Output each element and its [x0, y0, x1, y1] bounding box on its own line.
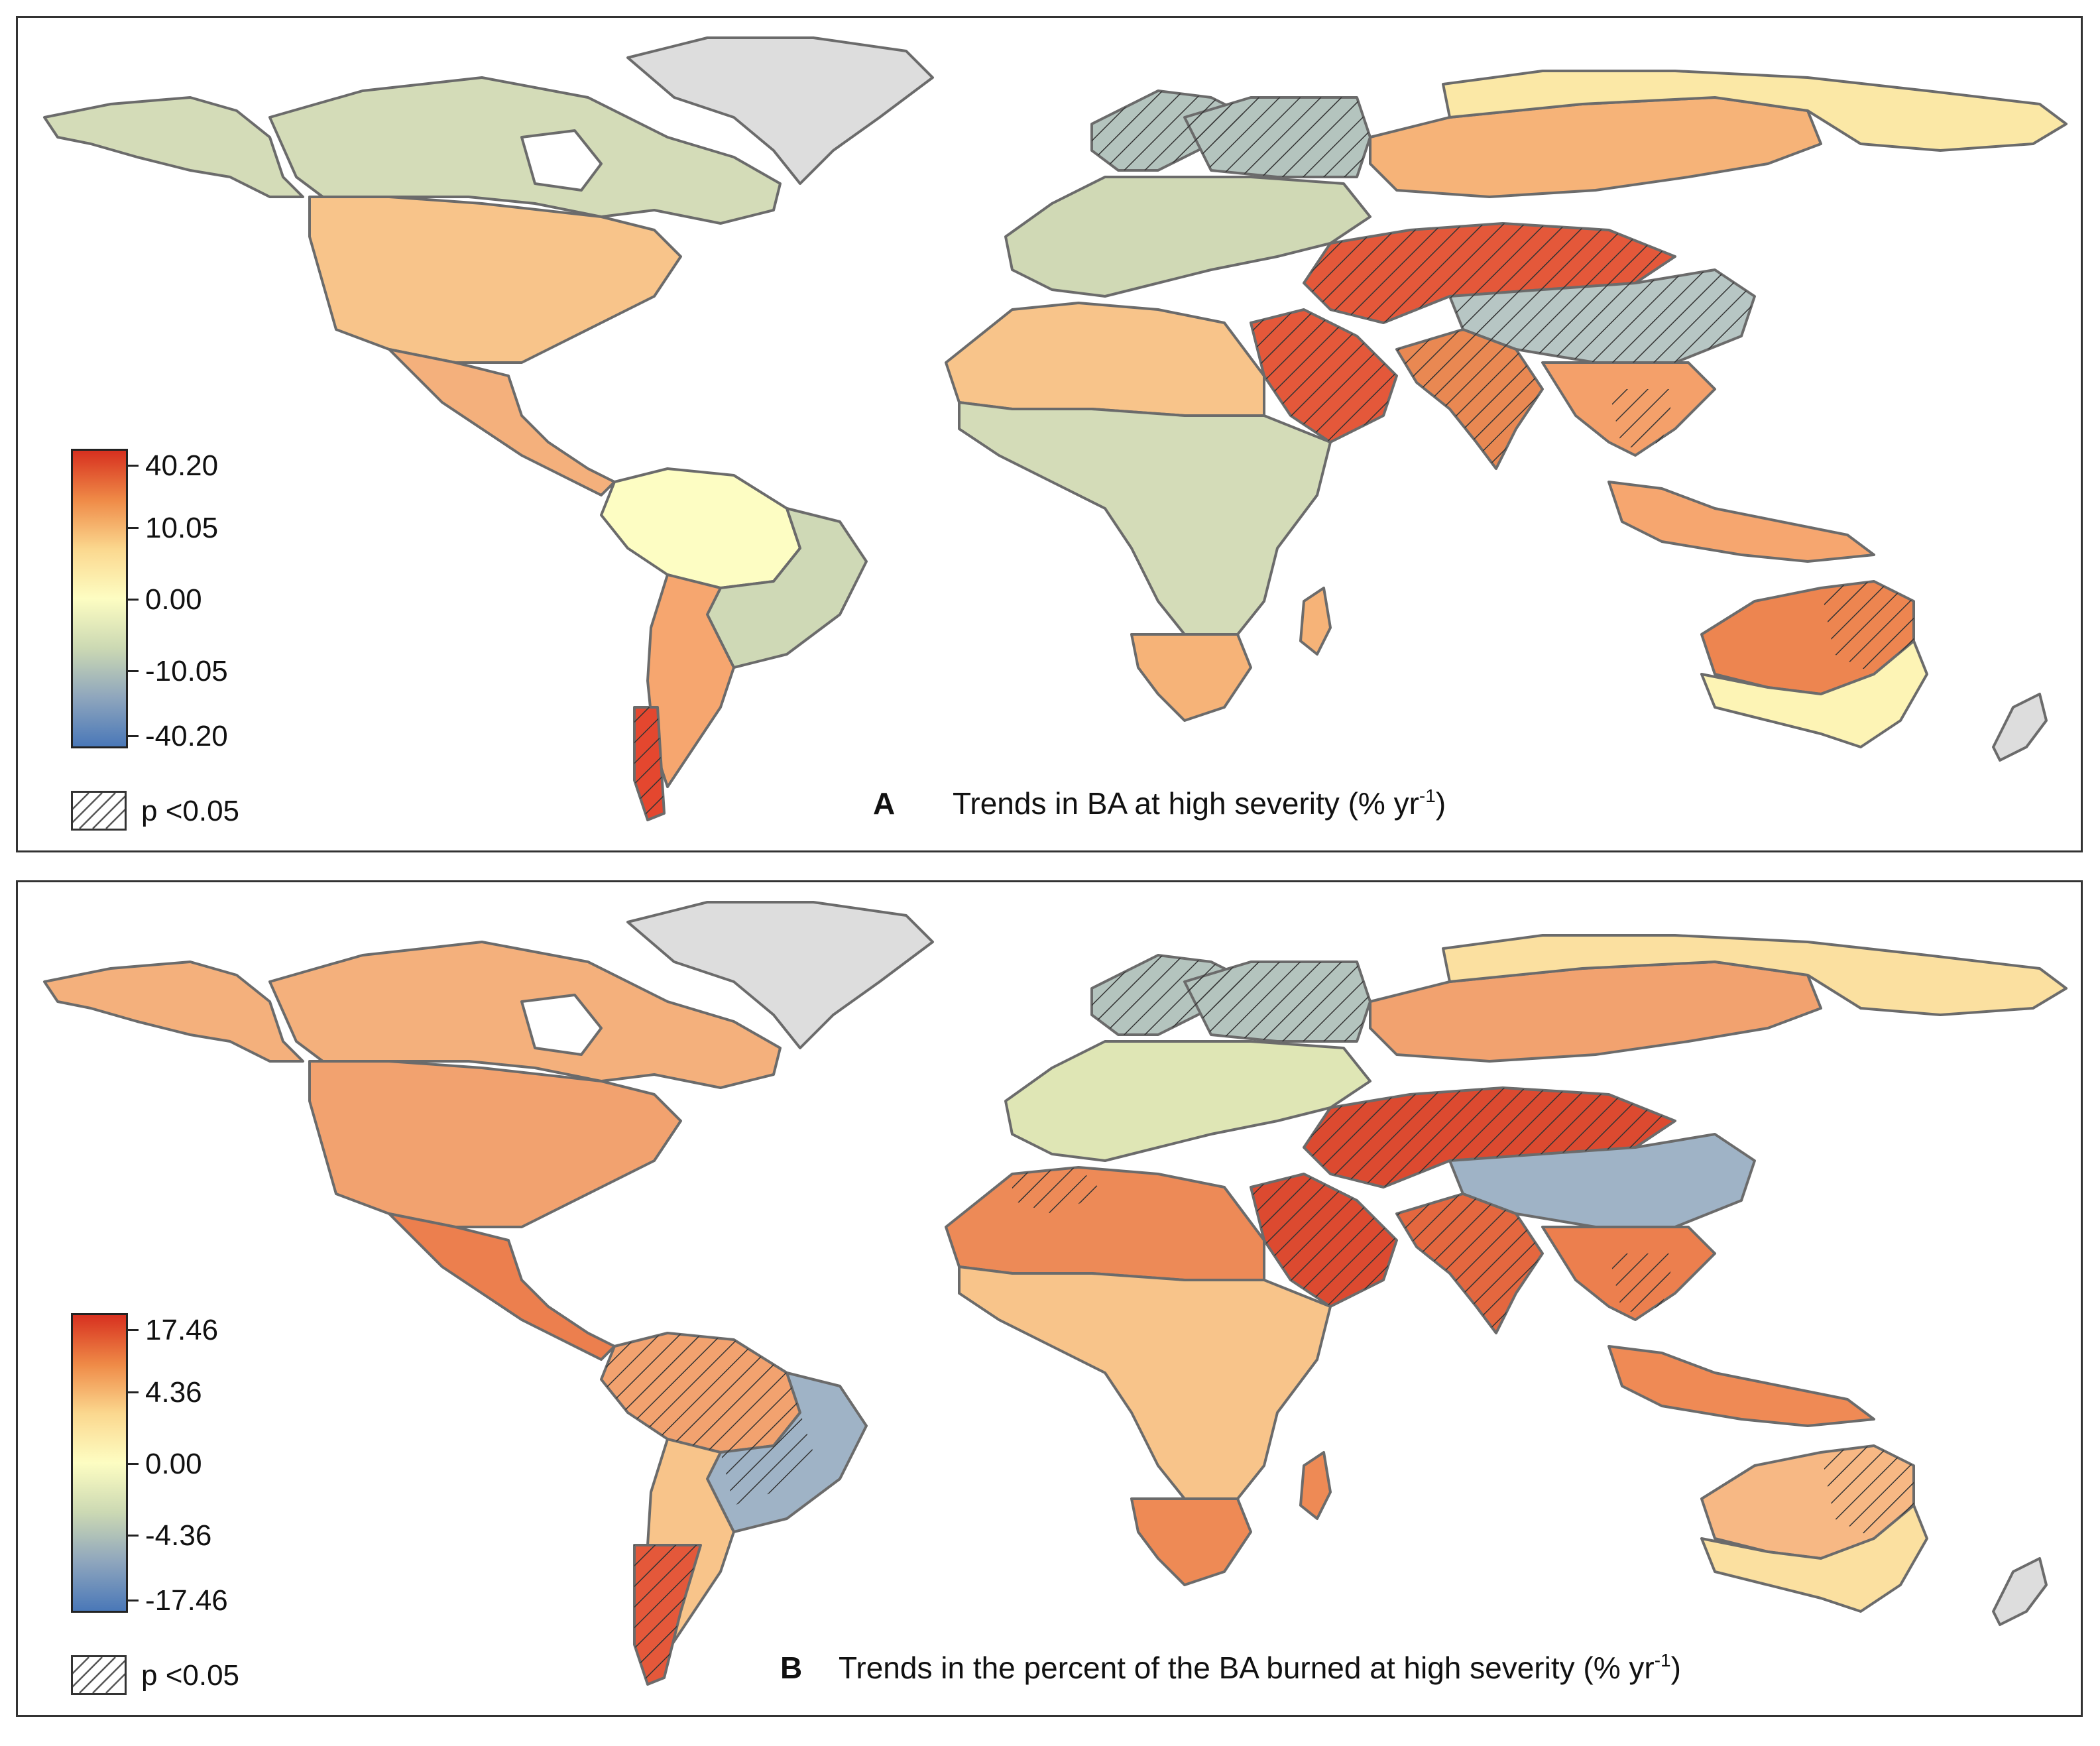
- region-sa-south: [646, 573, 735, 788]
- world-map-a: [43, 36, 2068, 821]
- colorbar-tick-label: 0.00: [145, 583, 202, 616]
- region-greenland: [626, 901, 934, 1049]
- tick-mark: [128, 670, 139, 672]
- region-madagascar: [1299, 1451, 1332, 1520]
- panel-letter: B: [780, 1651, 803, 1685]
- region-central-africa: [958, 1265, 1332, 1500]
- hudson-bay: [520, 129, 603, 192]
- panel-title: Trends in the percent of the BA burned a…: [839, 1650, 1681, 1685]
- tick-mark: [128, 1391, 139, 1393]
- colorbar-tick-label: -40.20: [145, 720, 228, 752]
- region-alaska: [43, 96, 304, 198]
- significance-label: p <0.05: [141, 1659, 240, 1692]
- significance-hatch-b: [601, 955, 1914, 1684]
- colorbar-tick-label: -17.46: [145, 1584, 228, 1617]
- tick-mark: [128, 1329, 139, 1331]
- significance-swatch-b: [52, 1655, 143, 1695]
- region-indonesia: [1607, 1345, 1875, 1427]
- region-southern-africa: [1130, 1497, 1252, 1586]
- significance-label: p <0.05: [141, 795, 240, 827]
- world-map-b: [43, 901, 2068, 1686]
- tick-mark: [128, 465, 139, 467]
- region-siberia: [1369, 96, 1822, 198]
- colorbar-b: [71, 1313, 128, 1613]
- panel-b: 17.46 4.36 0.00 -4.36 -17.46 p <0.05 B T…: [16, 880, 2083, 1717]
- region-new-zealand: [1992, 693, 2048, 762]
- tick-mark: [128, 1463, 139, 1465]
- colorbar-tick-label: 4.36: [145, 1376, 202, 1409]
- significance-hatch-a: [634, 91, 1914, 820]
- tick-mark: [128, 1600, 139, 1601]
- region-central-africa: [958, 401, 1332, 636]
- region-mexico: [388, 1212, 616, 1361]
- region-southern-africa: [1130, 633, 1252, 722]
- region-sahara: [945, 1166, 1265, 1281]
- colorbar-tick-label: -4.36: [145, 1519, 212, 1552]
- tick-mark: [128, 527, 139, 529]
- colorbar-a: [71, 449, 128, 748]
- significance-swatch-a: [52, 791, 143, 831]
- tick-mark: [128, 735, 139, 737]
- tick-mark: [128, 1535, 139, 1537]
- panel-letter: A: [873, 786, 896, 821]
- region-usa: [308, 1060, 682, 1228]
- region-australia-coast: [1700, 640, 1928, 748]
- region-mexico: [388, 348, 616, 496]
- region-madagascar: [1299, 587, 1332, 656]
- panel-a: 40.20 10.05 0.00 -10.05 -40.20 p <0.05 A…: [16, 16, 2083, 852]
- colorbar-tick-label: 17.46: [145, 1314, 219, 1346]
- region-east-siberia: [1442, 70, 2068, 152]
- tick-mark: [128, 599, 139, 601]
- region-indonesia: [1607, 481, 1875, 563]
- panel-title: Trends in BA at high severity (% yr-1): [953, 786, 1446, 821]
- region-amazon: [600, 467, 801, 589]
- region-new-zealand: [1992, 1557, 2048, 1626]
- region-usa: [308, 196, 682, 364]
- region-east-siberia: [1442, 934, 2068, 1016]
- hudson-bay: [520, 994, 603, 1056]
- colorbar-tick-label: -10.05: [145, 655, 228, 687]
- region-australia-coast: [1700, 1504, 1928, 1613]
- colorbar-tick-label: 40.20: [145, 449, 219, 482]
- region-greenland: [626, 36, 934, 185]
- colorbar-tick-label: 0.00: [145, 1448, 202, 1480]
- region-alaska: [43, 960, 304, 1063]
- region-siberia: [1369, 960, 1822, 1063]
- colorbar-tick-label: 10.05: [145, 512, 219, 544]
- region-sahara: [945, 302, 1265, 417]
